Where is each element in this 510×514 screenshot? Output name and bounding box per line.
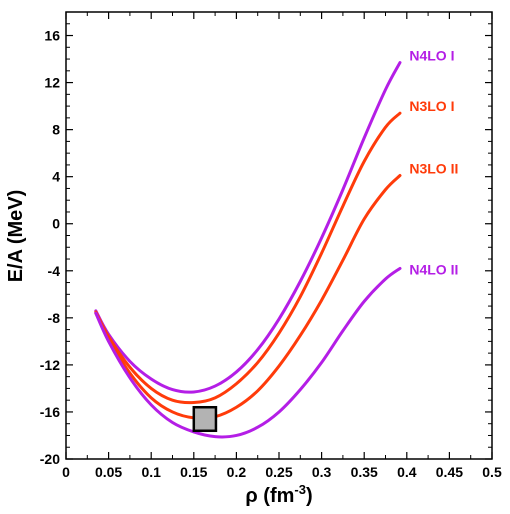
x-tick-label: 0.4 bbox=[397, 464, 417, 480]
x-tick-label: 0 bbox=[62, 464, 70, 480]
y-tick-label: -20 bbox=[40, 451, 60, 467]
x-axis-title-main: ρ (fm bbox=[245, 485, 294, 507]
x-tick-label: 0.3 bbox=[312, 464, 332, 480]
y-tick-label: 0 bbox=[52, 216, 60, 232]
y-tick-label: 16 bbox=[44, 28, 60, 44]
x-axis-title-sup: -3 bbox=[294, 482, 306, 497]
x-tick-label: 0.15 bbox=[180, 464, 207, 480]
y-tick-label: 8 bbox=[52, 122, 60, 138]
curves-layer bbox=[94, 61, 402, 439]
y-tick-label: -4 bbox=[48, 263, 61, 279]
plot-frame bbox=[65, 11, 493, 460]
series-label-n3lo-ii: N3LO II bbox=[409, 160, 458, 176]
x-tick-label: 0.2 bbox=[227, 464, 247, 480]
series-line-n4lo-ii bbox=[94, 266, 402, 439]
x-tick-label: 0.45 bbox=[436, 464, 463, 480]
y-axis: -20 -16 -12 -8 -4 0 4 8 12 16 bbox=[40, 23, 492, 467]
saturation-box-layer bbox=[192, 405, 218, 433]
x-tick-label: 0.35 bbox=[351, 464, 378, 480]
x-axis: 0 0.05 0.1 0.15 0.2 0.25 0.3 0.35 0.4 0.45 0.5 bbox=[62, 12, 502, 480]
x-axis-title-close: ) bbox=[306, 485, 313, 507]
series-label-n4lo-ii: N4LO II bbox=[409, 262, 458, 278]
series-label-n3lo-i: N3LO I bbox=[409, 98, 454, 114]
y-tick-label: -8 bbox=[48, 310, 61, 326]
series-line-n4lo-i bbox=[94, 61, 402, 394]
y-tick-label: 4 bbox=[52, 169, 60, 185]
y-tick-label: -16 bbox=[40, 404, 60, 420]
series-labels: N4LO I N3LO I N3LO II N4LO II bbox=[409, 48, 458, 278]
saturation-box bbox=[192, 405, 218, 433]
x-tick-label: 0.05 bbox=[95, 464, 122, 480]
y-axis-title: E/A (MeV) bbox=[5, 190, 27, 283]
series-line-n3lo-i bbox=[94, 111, 402, 405]
series-line-n3lo-ii bbox=[94, 174, 402, 420]
y-tick-label: 12 bbox=[44, 75, 60, 91]
x-tick-label: 0.25 bbox=[265, 464, 292, 480]
x-axis-title: ρ (fm-3) bbox=[245, 482, 312, 507]
y-tick-label: -12 bbox=[40, 357, 60, 373]
series-label-n4lo-i: N4LO I bbox=[409, 48, 454, 64]
x-tick-label: 0.5 bbox=[482, 464, 502, 480]
x-tick-label: 0.1 bbox=[141, 464, 161, 480]
